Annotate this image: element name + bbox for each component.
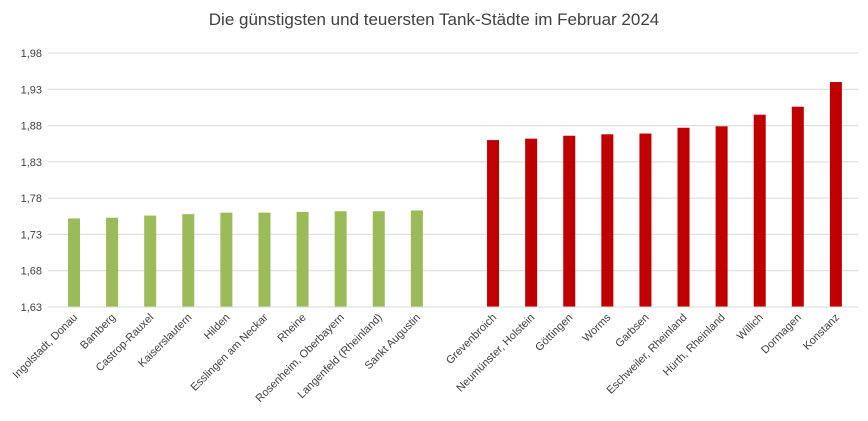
x-tick-label: Göttingen bbox=[533, 312, 575, 354]
bar-cheap bbox=[372, 211, 385, 307]
x-tick-label: Ingolstadt, Donau bbox=[11, 312, 80, 381]
bar-expensive bbox=[753, 114, 766, 307]
x-tick-label: Dormagen bbox=[759, 312, 804, 357]
bar-expensive bbox=[487, 140, 500, 307]
bar-cheap bbox=[334, 211, 347, 307]
bar-expensive bbox=[601, 134, 614, 307]
x-tick-label: Garbsen bbox=[613, 312, 651, 350]
bar-cheap bbox=[220, 212, 233, 307]
y-tick-label: 1,63 bbox=[21, 302, 42, 314]
x-tick-label: Esslingen am Neckar bbox=[189, 311, 271, 393]
bar-cheap bbox=[68, 218, 80, 307]
chart-title: Die günstigsten und teuersten Tank-Städt… bbox=[208, 10, 660, 29]
x-tick-label: Worms bbox=[580, 311, 613, 344]
x-tick-label: Hilden bbox=[202, 312, 233, 343]
bar-expensive bbox=[563, 135, 576, 307]
bar-expensive bbox=[677, 127, 690, 308]
x-tick-label: Rheine bbox=[276, 312, 309, 345]
y-tick-label: 1,93 bbox=[21, 84, 42, 96]
bar-expensive bbox=[829, 82, 842, 308]
bar-expensive bbox=[715, 126, 728, 307]
y-tick-label: 1,78 bbox=[21, 193, 42, 205]
x-tick-label: Willich bbox=[735, 312, 766, 343]
y-tick-label: 1,73 bbox=[21, 229, 42, 241]
y-tick-label: 1,88 bbox=[21, 121, 42, 133]
bar-cheap bbox=[144, 215, 157, 307]
y-tick-label: 1,98 bbox=[21, 48, 42, 60]
bar-expensive bbox=[791, 106, 804, 308]
y-tick-label: 1,83 bbox=[21, 157, 42, 169]
bar-cheap bbox=[296, 211, 309, 307]
x-tick-label: Konstanz bbox=[801, 312, 842, 353]
bar-cheap bbox=[106, 217, 119, 307]
bar-expensive bbox=[525, 138, 538, 307]
bar-cheap bbox=[182, 214, 195, 307]
x-tick-label: Neumünster, Holstein bbox=[454, 312, 537, 395]
y-tick-label: 1,68 bbox=[21, 266, 42, 278]
x-tick-label: Bamberg bbox=[78, 312, 118, 352]
bar-cheap bbox=[410, 210, 423, 307]
bar-cheap bbox=[258, 212, 271, 307]
bar-expensive bbox=[639, 133, 652, 307]
